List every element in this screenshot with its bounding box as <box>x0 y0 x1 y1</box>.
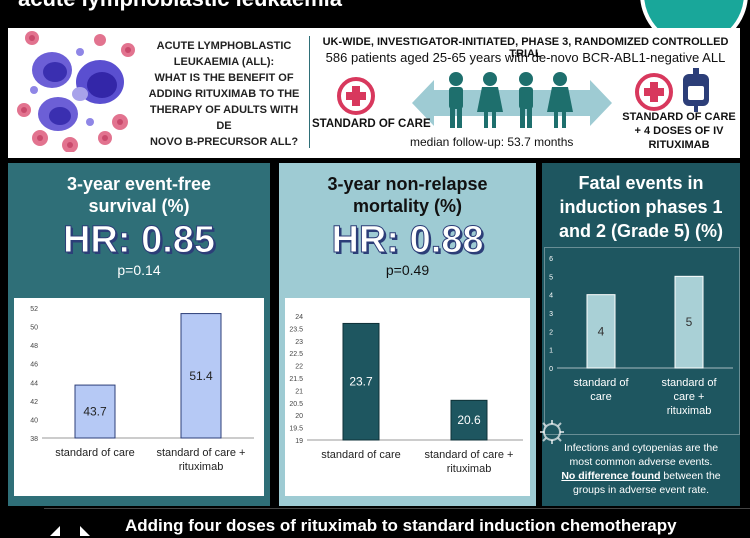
panel1-title: 3-year event-free survival (%) <box>66 174 212 216</box>
cells-illustration-icon <box>17 31 135 152</box>
y-tick-label: 46 <box>30 362 38 369</box>
y-tick-label: 5 <box>549 274 553 281</box>
bar-value-label: 20.6 <box>457 413 481 427</box>
intro-divider <box>309 36 310 148</box>
y-tick-label: 3 <box>549 311 553 318</box>
x-category-label: care <box>590 391 611 403</box>
chart1-area: 38 40 42 44 46 48 50 52 43.7 standard of care 51.4… <box>14 298 264 496</box>
y-tick-label: 21 <box>295 388 303 395</box>
bar-1 <box>586 294 616 369</box>
x-category-label: standard of care <box>55 447 135 459</box>
y-tick-label: 1 <box>549 348 553 355</box>
infographic-title: acute lymphoblastic leukaemia <box>18 0 342 12</box>
x-category-label: rituximab <box>179 461 224 473</box>
bar-value-label: 5 <box>686 315 693 329</box>
followup-duration: median follow-up: 53.7 months <box>410 135 574 149</box>
bar-value-label: 4 <box>598 324 605 338</box>
panel2-title: 3-year non-relapse mortality (%) <box>327 174 488 216</box>
chart1-svg: 38 40 42 44 46 48 50 52 43.7 standard of care 51.4… <box>30 306 254 473</box>
chart3-area: 0 1 2 3 4 5 6 4 standard of care 5 standard of care … <box>544 247 740 435</box>
y-tick-label: 23.5 <box>289 326 303 333</box>
panel3-title: Fatal events in induction phases 1 and 2… <box>558 173 724 241</box>
plus-right-icon <box>635 73 673 111</box>
y-tick-label: 20.5 <box>289 401 303 408</box>
y-tick-label: 38 <box>30 436 38 443</box>
y-tick-label: 50 <box>30 325 38 332</box>
y-tick-label: 52 <box>30 306 38 313</box>
x-category-label: standard of <box>661 377 717 389</box>
patient-count: 586 patients aged 25-65 years with de-no… <box>325 50 726 65</box>
x-category-label: standard of care <box>321 449 401 461</box>
y-tick-label: 0 <box>549 366 553 373</box>
bar-value-label: 23.7 <box>349 375 373 389</box>
bar-value-label: 51.4 <box>189 369 213 383</box>
conclusion-text: Adding four doses of rituximab to standa… <box>125 516 677 535</box>
x-category-label: care + <box>674 391 705 403</box>
y-tick-label: 6 <box>549 256 553 263</box>
y-tick-label: 44 <box>30 380 38 387</box>
y-tick-label: 48 <box>30 343 38 350</box>
double-arrow-icon <box>50 526 90 536</box>
y-tick-label: 23 <box>295 339 303 346</box>
y-tick-label: 42 <box>30 399 38 406</box>
panel-non-relapse-mortality: 3-year non-relapse mortality (%) HR: 0.8… <box>279 163 536 506</box>
arm-standard-of-care: STANDARD OF CARE <box>312 118 431 130</box>
adverse-events-note: Infections and cytopenias are the most c… <box>561 442 721 496</box>
bar-2 <box>450 399 488 441</box>
y-tick-label: 19.5 <box>289 426 303 433</box>
y-tick-label: 2 <box>549 329 553 336</box>
iv-bag-icon <box>683 68 709 112</box>
y-tick-label: 21.5 <box>289 376 303 383</box>
panel-fatal-events: Fatal events in induction phases 1 and 2… <box>542 163 740 506</box>
chart2-area: 19 19.5 20 20.5 21 21.5 22 22.5 23 23.5 24 23.7 stan… <box>285 298 530 496</box>
y-tick-label: 4 <box>549 293 553 300</box>
y-tick-label: 19 <box>295 438 303 445</box>
x-category-label: rituximab <box>667 405 712 417</box>
x-category-label: standard of <box>573 377 629 389</box>
conclusion-banner <box>44 508 750 537</box>
y-tick-label: 20 <box>295 413 303 420</box>
chart2-svg: 19 19.5 20 20.5 21 21.5 22 22.5 23 23.5 24 23.7 stan… <box>289 314 523 475</box>
bar-1 <box>74 384 116 439</box>
virus-icon <box>540 420 564 444</box>
bar-value-label: 43.7 <box>83 405 107 419</box>
research-question: ACUTE LYMPHOBLASTIC LEUKAEMIA (ALL): WHA… <box>148 40 300 148</box>
y-tick-label: 24 <box>295 314 303 321</box>
bar-1 <box>342 322 380 441</box>
bar-2 <box>180 313 222 439</box>
panel1-hazard-ratio: HR: 0.85 <box>62 219 216 262</box>
bar-2 <box>674 275 704 369</box>
arm-rituximab: STANDARD OF CARE + 4 DOSES OF IV RITUXIM… <box>622 111 736 151</box>
plus-left-icon <box>337 77 375 115</box>
panel1-p-value: p=0.14 <box>117 262 161 278</box>
patients-group-icon <box>449 72 573 128</box>
trial-type: UK-WIDE, INVESTIGATOR-INITIATED, PHASE 3… <box>322 36 729 60</box>
y-tick-label: 22.5 <box>289 351 303 358</box>
x-category-label: standard of care + <box>157 447 246 459</box>
y-tick-label: 22 <box>295 364 303 371</box>
panel-event-free-survival: 3-year event-free survival (%) HR: 0.85 … <box>8 163 270 506</box>
x-category-label: rituximab <box>447 463 492 475</box>
x-category-label: standard of care + <box>425 449 514 461</box>
panel2-p-value: p=0.49 <box>385 262 430 278</box>
chart3-svg: 0 1 2 3 4 5 6 4 standard of care 5 standard of care … <box>549 256 733 417</box>
panel2-hazard-ratio: HR: 0.88 <box>331 219 484 262</box>
y-tick-label: 40 <box>30 417 38 424</box>
